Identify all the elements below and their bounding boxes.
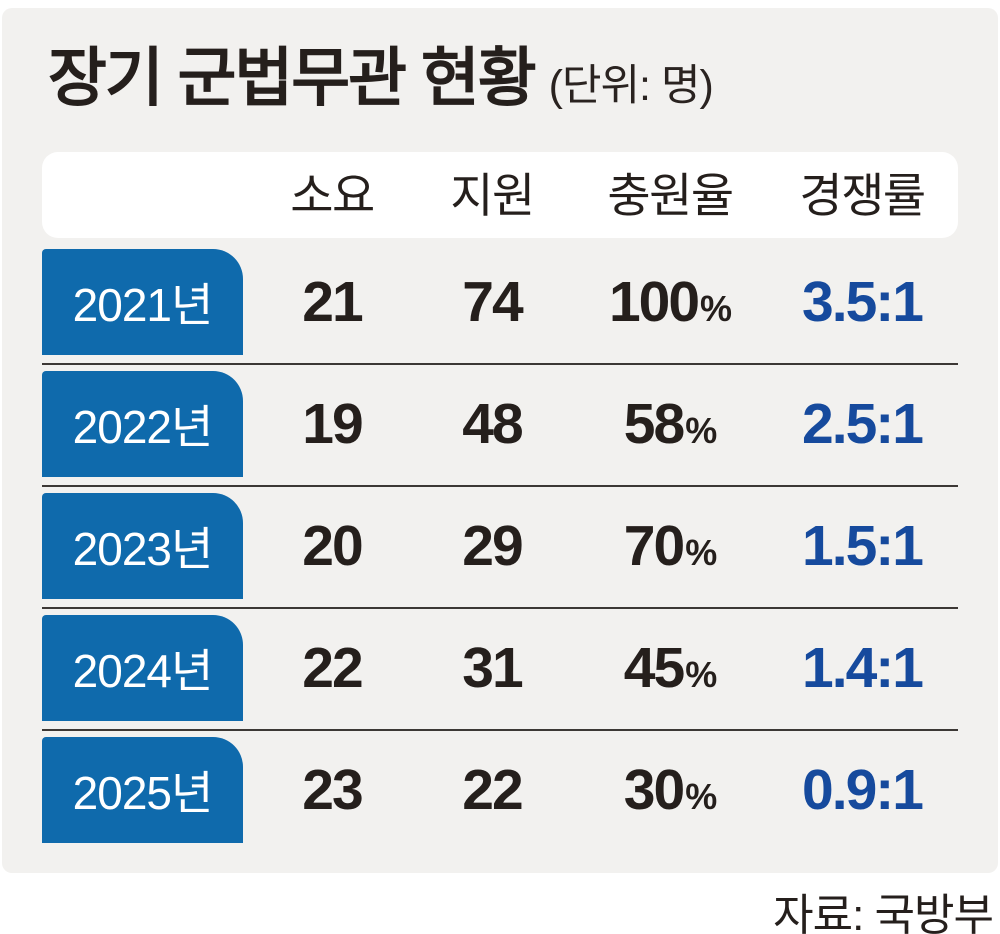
percent-sign: % xyxy=(685,654,717,695)
row-divider xyxy=(42,607,958,609)
column-header-demand: 소요 xyxy=(290,169,375,222)
percent-sign: % xyxy=(685,776,717,817)
year-badge: 2021년 xyxy=(42,249,243,355)
fill-rate-value: 58% xyxy=(570,371,770,477)
table-row: 2023년 20 29 70% 1.5:1 xyxy=(42,493,958,599)
fill-rate-value: 100% xyxy=(570,249,770,355)
unit-label: (단위: 명) xyxy=(548,62,714,110)
applied-value: 74 xyxy=(462,270,523,334)
table-header-bar: 소요 지원 충원율 경쟁률 xyxy=(42,152,958,238)
ratio-value: 1.4:1 xyxy=(802,636,924,700)
fill-rate-number: 30 xyxy=(623,758,685,822)
table-body: 2021년 21 74 100% 3.5:1 2022년 19 48 58% 2… xyxy=(42,0,958,934)
applied-value: 29 xyxy=(462,514,523,578)
demand-value: 23 xyxy=(302,758,363,822)
applied-value: 31 xyxy=(462,636,523,700)
fill-rate-value: 45% xyxy=(570,615,770,721)
table-row: 2021년 21 74 100% 3.5:1 xyxy=(42,249,958,355)
applied-value: 22 xyxy=(462,758,523,822)
applied-value: 48 xyxy=(462,392,523,456)
table-row: 2024년 22 31 45% 1.4:1 xyxy=(42,615,958,721)
row-divider xyxy=(42,485,958,487)
column-header-ratio: 경쟁률 xyxy=(799,169,926,222)
fill-rate-value: 70% xyxy=(570,493,770,599)
row-divider xyxy=(42,363,958,365)
fill-rate-number: 45 xyxy=(623,636,685,700)
ratio-value: 0.9:1 xyxy=(802,758,924,822)
percent-sign: % xyxy=(685,532,717,573)
row-divider xyxy=(42,729,958,731)
demand-value: 19 xyxy=(302,392,363,456)
year-badge: 2022년 xyxy=(42,371,243,477)
fill-rate-value: 30% xyxy=(570,737,770,843)
percent-sign: % xyxy=(685,410,717,451)
ratio-value: 2.5:1 xyxy=(802,392,924,456)
fill-rate-number: 100 xyxy=(608,270,700,334)
demand-value: 22 xyxy=(302,636,363,700)
title-row: 장기 군법무관 현황 (단위: 명) xyxy=(48,40,714,116)
page-title: 장기 군법무관 현황 xyxy=(48,42,537,114)
column-header-fill-rate: 충원율 xyxy=(607,169,734,222)
demand-value: 21 xyxy=(302,270,363,334)
ratio-value: 1.5:1 xyxy=(802,514,924,578)
column-header-applied: 지원 xyxy=(450,169,535,222)
source-credit: 자료: 국방부 xyxy=(773,891,994,934)
year-badge: 2025년 xyxy=(42,737,243,843)
fill-rate-number: 58 xyxy=(623,392,685,456)
year-badge: 2023년 xyxy=(42,493,243,599)
demand-value: 20 xyxy=(302,514,363,578)
percent-sign: % xyxy=(700,288,732,329)
fill-rate-number: 70 xyxy=(623,514,685,578)
table-row: 2022년 19 48 58% 2.5:1 xyxy=(42,371,958,477)
table-row: 2025년 23 22 30% 0.9:1 xyxy=(42,737,958,843)
year-badge: 2024년 xyxy=(42,615,243,721)
ratio-value: 3.5:1 xyxy=(802,270,924,334)
